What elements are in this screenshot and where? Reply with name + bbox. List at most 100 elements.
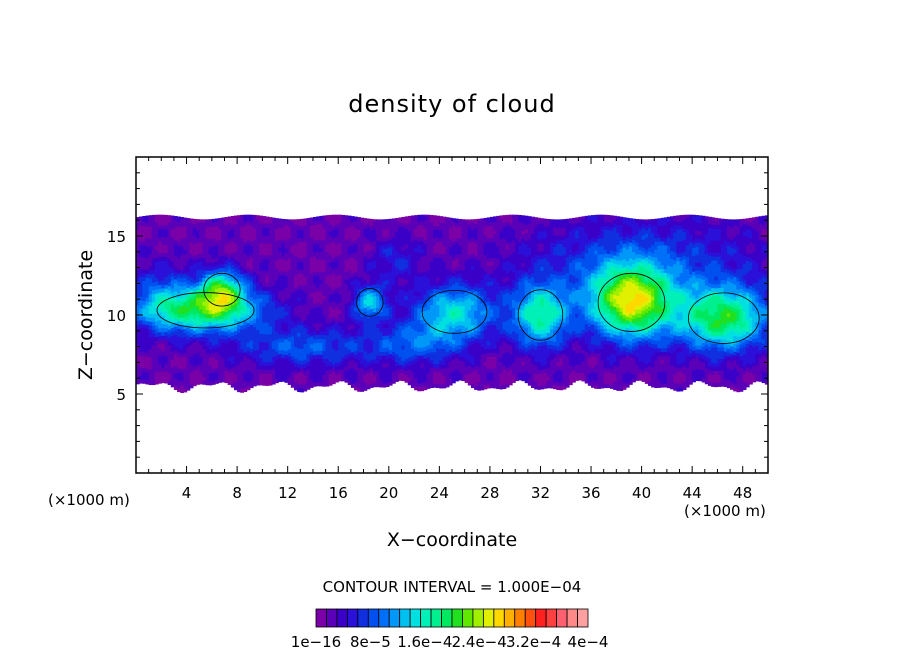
density-cell bbox=[233, 219, 238, 225]
density-cell bbox=[391, 327, 396, 333]
density-cell bbox=[391, 304, 396, 309]
density-cell bbox=[398, 257, 403, 263]
density-cell bbox=[240, 325, 245, 330]
density-cell bbox=[357, 351, 361, 357]
density-cell bbox=[452, 303, 456, 309]
density-cell bbox=[489, 284, 494, 290]
density-cell bbox=[467, 234, 472, 240]
density-cell bbox=[499, 321, 504, 327]
density-cell bbox=[486, 372, 491, 377]
density-cell bbox=[489, 225, 494, 231]
density-cell bbox=[243, 312, 248, 317]
density-cell bbox=[227, 301, 232, 306]
density-cell bbox=[297, 324, 301, 329]
density-cell bbox=[262, 337, 267, 343]
density-cell bbox=[322, 267, 327, 273]
density-cell bbox=[436, 288, 440, 294]
density-cell bbox=[164, 363, 169, 368]
density-cell bbox=[259, 286, 263, 291]
density-cell bbox=[328, 266, 333, 272]
density-cell bbox=[458, 221, 463, 227]
density-cell bbox=[177, 375, 181, 381]
density-cell bbox=[347, 281, 352, 287]
density-cell bbox=[322, 251, 327, 257]
density-cell bbox=[344, 350, 349, 356]
density-cell bbox=[423, 278, 428, 284]
density-cell bbox=[303, 224, 308, 230]
density-cell bbox=[297, 344, 301, 349]
density-cell bbox=[240, 289, 245, 295]
density-cell bbox=[319, 358, 324, 363]
density-cell bbox=[183, 249, 188, 255]
density-cell bbox=[186, 295, 191, 300]
density-cell bbox=[363, 386, 368, 391]
density-cell bbox=[493, 245, 497, 251]
density-cell bbox=[233, 377, 238, 383]
density-cell bbox=[221, 358, 226, 363]
density-cell bbox=[252, 342, 257, 347]
density-cell bbox=[189, 320, 194, 326]
density-cell bbox=[376, 303, 380, 309]
density-cell bbox=[448, 270, 453, 275]
density-cell bbox=[410, 328, 415, 333]
density-cell bbox=[271, 261, 276, 267]
density-cell bbox=[202, 336, 207, 342]
density-cell bbox=[357, 248, 361, 254]
density-cell bbox=[404, 259, 409, 265]
density-cell bbox=[335, 279, 339, 284]
density-cell bbox=[164, 280, 169, 285]
density-cell bbox=[341, 313, 346, 319]
density-cell bbox=[316, 290, 320, 296]
density-cell bbox=[404, 370, 409, 375]
density-cell bbox=[328, 337, 333, 343]
density-cell bbox=[395, 227, 399, 232]
density-cell bbox=[208, 230, 213, 236]
density-cell bbox=[215, 221, 219, 226]
density-cell bbox=[331, 336, 336, 341]
density-cell bbox=[249, 237, 254, 242]
density-cell bbox=[350, 268, 355, 274]
density-cell bbox=[297, 351, 301, 357]
density-cell bbox=[338, 309, 342, 315]
density-cell bbox=[249, 272, 254, 278]
density-cell bbox=[357, 367, 361, 373]
density-cell bbox=[373, 331, 377, 336]
density-cell bbox=[360, 260, 365, 266]
density-cell bbox=[420, 232, 425, 238]
density-cell bbox=[322, 318, 327, 324]
density-cell bbox=[363, 299, 368, 304]
density-cell bbox=[319, 326, 324, 332]
density-cell bbox=[199, 253, 203, 259]
density-cell bbox=[192, 302, 197, 308]
density-cell bbox=[151, 262, 156, 267]
density-cell bbox=[199, 277, 203, 282]
density-cell bbox=[420, 358, 425, 364]
density-cell bbox=[297, 375, 301, 381]
density-cell bbox=[489, 316, 494, 322]
density-cell bbox=[205, 360, 210, 366]
density-cell bbox=[366, 380, 371, 386]
density-cell bbox=[243, 379, 248, 385]
density-cell bbox=[218, 283, 222, 288]
density-cell bbox=[357, 312, 361, 317]
density-cell bbox=[455, 226, 459, 232]
density-cell bbox=[344, 231, 349, 237]
density-cell bbox=[486, 218, 491, 223]
density-cell bbox=[192, 263, 197, 268]
density-cell bbox=[385, 342, 390, 348]
density-cell bbox=[486, 237, 491, 243]
density-cell bbox=[385, 263, 390, 269]
density-cell bbox=[347, 254, 352, 259]
density-cell bbox=[493, 253, 497, 259]
density-cell bbox=[170, 355, 175, 360]
density-cell bbox=[319, 381, 324, 387]
density-cell bbox=[278, 341, 282, 347]
density-cell bbox=[208, 376, 213, 382]
density-cell bbox=[237, 348, 241, 353]
density-cell bbox=[423, 267, 428, 272]
density-cell bbox=[376, 244, 380, 249]
density-cell bbox=[483, 226, 488, 232]
density-cell bbox=[489, 280, 494, 286]
density-cell bbox=[249, 328, 254, 333]
density-cell bbox=[395, 270, 399, 276]
